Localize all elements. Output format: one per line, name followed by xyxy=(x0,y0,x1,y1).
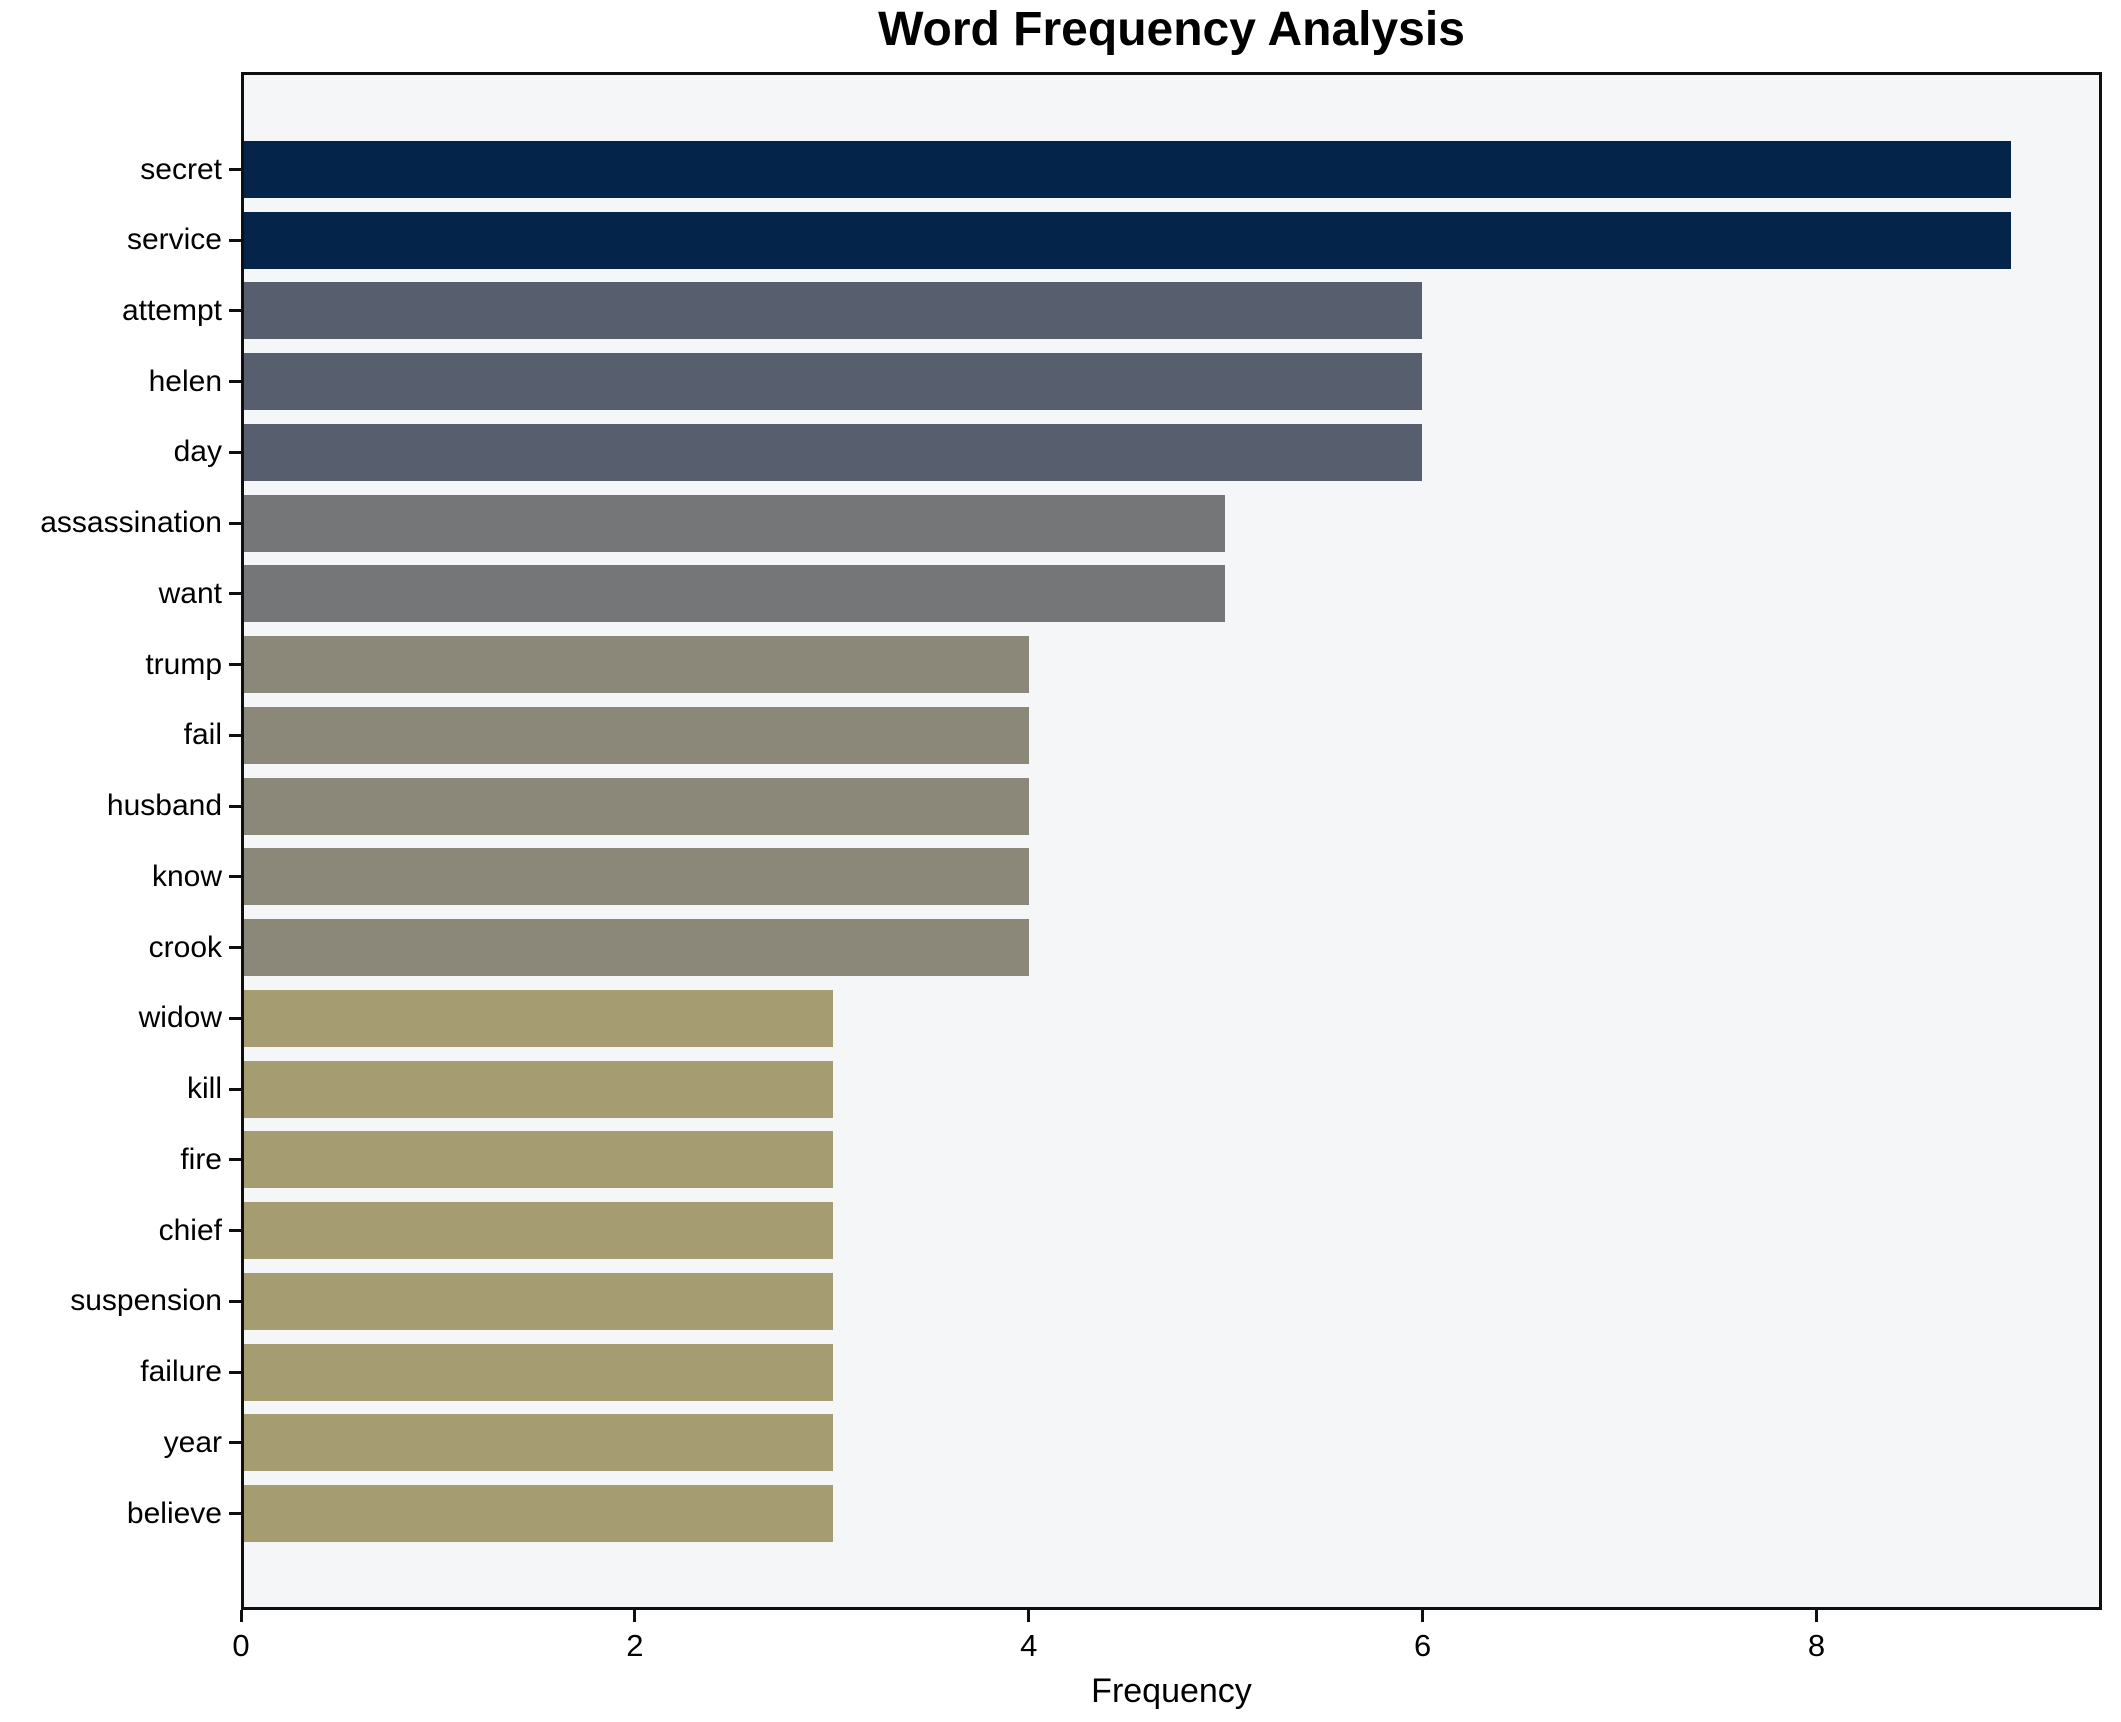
y-tick-mark xyxy=(229,380,241,384)
bar xyxy=(244,919,1030,977)
y-tick-mark xyxy=(229,733,241,737)
y-tick-label: chief xyxy=(158,1213,222,1247)
bar xyxy=(244,1131,833,1189)
bar xyxy=(244,353,1422,411)
bar xyxy=(244,494,1226,552)
y-tick-mark xyxy=(229,1087,241,1091)
x-tick-label: 6 xyxy=(1413,1628,1432,1663)
y-tick-mark xyxy=(229,1370,241,1374)
y-tick-mark xyxy=(229,309,241,313)
y-tick-label: kill xyxy=(187,1072,222,1106)
bar xyxy=(244,565,1226,623)
bar xyxy=(244,989,833,1047)
y-tick-mark xyxy=(229,1229,241,1233)
y-tick-label: year xyxy=(163,1425,222,1459)
bar xyxy=(244,706,1030,764)
y-tick-label: crook xyxy=(148,930,222,964)
y-tick-label: fail xyxy=(183,718,222,752)
bar xyxy=(244,1060,833,1118)
x-axis-label: Frequency xyxy=(1091,1672,1252,1710)
bar xyxy=(244,1343,833,1401)
y-tick-label: know xyxy=(151,859,222,893)
y-tick-label: secret xyxy=(140,152,222,186)
x-tick-mark xyxy=(239,1610,243,1622)
x-tick-mark xyxy=(633,1610,637,1622)
y-tick-mark xyxy=(229,450,241,454)
y-tick-label: want xyxy=(158,576,222,610)
bar xyxy=(244,282,1422,340)
bar xyxy=(244,1202,833,1260)
plot-area xyxy=(241,72,2102,1610)
y-tick-label: husband xyxy=(106,789,222,823)
x-tick-mark xyxy=(1814,1610,1818,1622)
bar xyxy=(244,1272,833,1330)
y-tick-mark xyxy=(229,946,241,950)
chart-title: Word Frequency Analysis xyxy=(878,3,1465,56)
y-tick-mark xyxy=(229,663,241,667)
bar xyxy=(244,1414,833,1472)
y-tick-label: suspension xyxy=(70,1284,222,1318)
y-tick-mark xyxy=(229,1512,241,1516)
y-tick-mark xyxy=(229,1016,241,1020)
x-tick-label: 2 xyxy=(626,1628,644,1663)
y-tick-label: widow xyxy=(138,1001,222,1035)
x-tick-label: 8 xyxy=(1807,1628,1826,1663)
y-tick-mark xyxy=(229,1441,241,1445)
y-tick-label: helen xyxy=(148,364,222,398)
y-tick-mark xyxy=(229,875,241,879)
y-tick-label: trump xyxy=(145,647,222,681)
x-tick-mark xyxy=(1421,1610,1425,1622)
y-tick-mark xyxy=(229,804,241,808)
y-tick-label: day xyxy=(173,435,222,469)
y-tick-mark xyxy=(229,1299,241,1303)
y-tick-label: assassination xyxy=(40,506,222,540)
bar xyxy=(244,141,2011,198)
y-tick-label: fire xyxy=(180,1142,222,1176)
x-tick-label: 4 xyxy=(1020,1628,1038,1663)
y-tick-label: attempt xyxy=(121,293,222,327)
bar xyxy=(244,636,1030,694)
y-tick-mark xyxy=(229,521,241,525)
bar xyxy=(244,1485,833,1543)
bar xyxy=(244,848,1030,906)
y-tick-label: failure xyxy=(140,1355,222,1389)
bar xyxy=(244,211,2011,269)
x-tick-mark xyxy=(1027,1610,1031,1622)
y-tick-label: service xyxy=(126,223,222,257)
y-tick-mark xyxy=(229,592,241,596)
bar xyxy=(244,423,1422,481)
y-tick-mark xyxy=(229,168,241,171)
x-tick-label: 0 xyxy=(232,1628,250,1663)
y-tick-mark xyxy=(229,1158,241,1162)
y-tick-mark xyxy=(229,238,241,242)
y-tick-label: believe xyxy=(126,1496,222,1530)
bar xyxy=(244,777,1030,835)
